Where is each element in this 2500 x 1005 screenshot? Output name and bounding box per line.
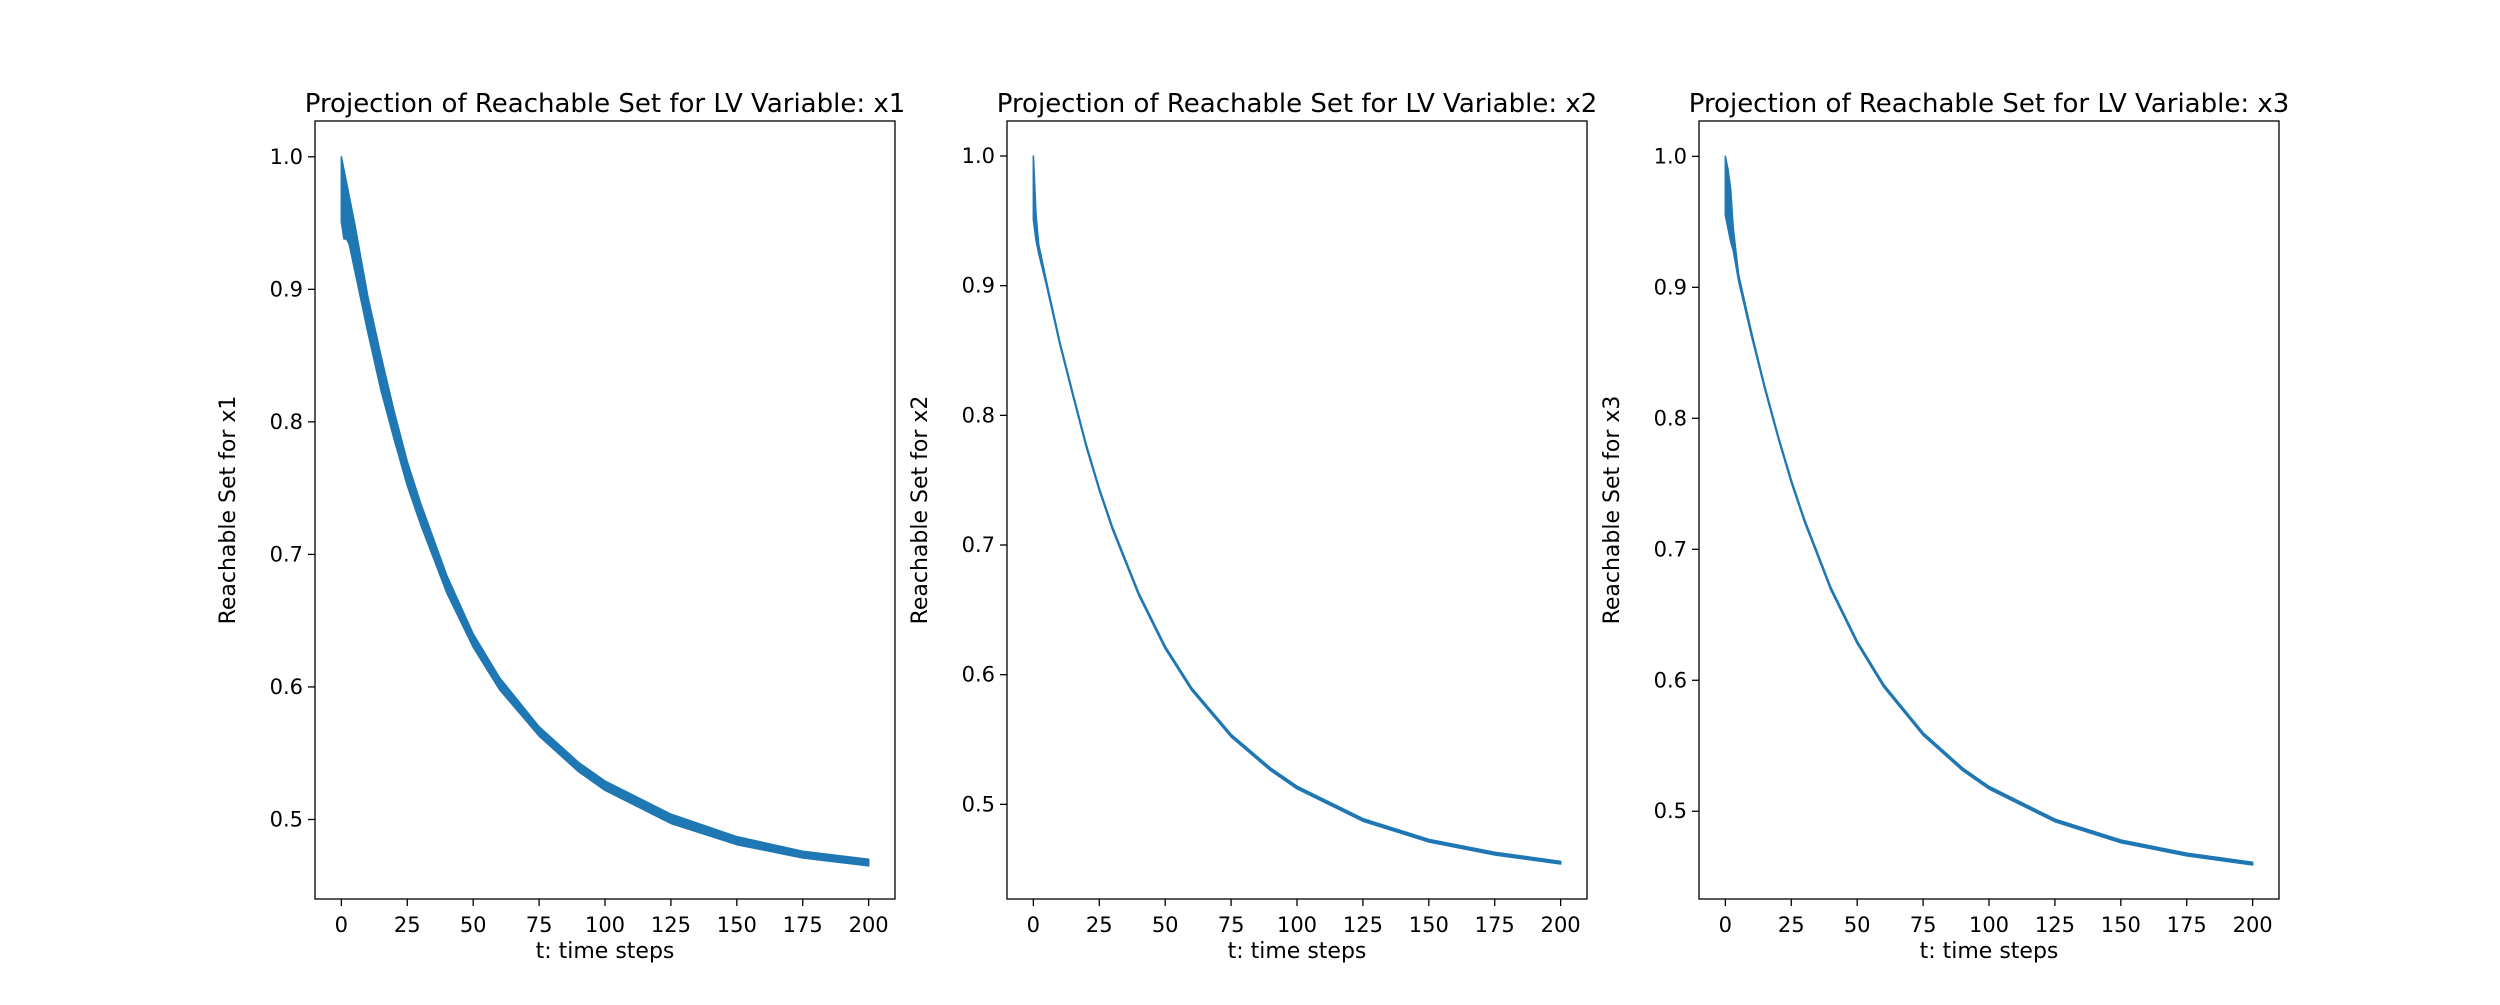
y-tick-label: 0.5 xyxy=(962,792,995,816)
x-tick-label: 0 xyxy=(1719,913,1732,937)
y-tick-label: 0.8 xyxy=(962,403,995,427)
subplot-x1: 0 25 50 75 100 125 150 175 200 0.5 0.6 0.7 0.8 0.9 1.0… xyxy=(216,89,905,964)
x-tick-label: 175 xyxy=(2167,913,2207,937)
axes-frame-x3 xyxy=(1698,120,2280,900)
y-tick-label: 0.5 xyxy=(1654,799,1687,823)
y-tick-label: 0.7 xyxy=(962,533,995,557)
y-axis-label-x2: Reachable Set for x2 xyxy=(908,396,933,625)
x-tick-label: 100 xyxy=(1969,913,2009,937)
x-tick-label: 50 xyxy=(1844,913,1871,937)
x-tick-label: 200 xyxy=(2233,913,2273,937)
x-tick-label: 50 xyxy=(460,913,487,937)
y-tick-label: 1.0 xyxy=(962,144,995,168)
x-tick-label: 175 xyxy=(1475,913,1515,937)
x-axis-label-x2: t: time steps xyxy=(1228,939,1367,964)
x-tick-label: 100 xyxy=(1277,913,1317,937)
x-tick-label: 75 xyxy=(1218,913,1245,937)
chart-title-x1: Projection of Reachable Set for LV Varia… xyxy=(305,89,906,119)
y-tick-label: 0.6 xyxy=(270,675,303,699)
x-tick-label: 0 xyxy=(335,913,348,937)
x-tick-label: 50 xyxy=(1152,913,1179,937)
x-tick-label: 75 xyxy=(526,913,553,937)
y-tick-label: 0.9 xyxy=(962,274,995,298)
x-tick-label: 25 xyxy=(1086,913,1113,937)
y-tick-label: 0.5 xyxy=(270,807,303,831)
chart-title-x3: Projection of Reachable Set for LV Varia… xyxy=(1689,89,2290,119)
y-tick-label: 0.8 xyxy=(1654,406,1687,430)
y-tick-label: 0.7 xyxy=(270,542,303,566)
x-tick-label: 150 xyxy=(717,913,757,937)
chart-title-x2: Projection of Reachable Set for LV Varia… xyxy=(997,89,1598,119)
x-axis-label-x3: t: time steps xyxy=(1920,939,2059,964)
subplot-x3: 0 25 50 75 100 125 150 175 200 0.5 0.6 0.7 0.8 0.9 1.0… xyxy=(1600,89,2289,964)
y-tick-label: 0.9 xyxy=(1654,275,1687,299)
reachable-set-band-x1 xyxy=(340,155,870,867)
y-axis-label-x1: Reachable Set for x1 xyxy=(216,396,241,625)
y-tick-label: 0.9 xyxy=(270,277,303,301)
reachable-set-band-x3 xyxy=(1724,155,2254,866)
x-tick-label: 25 xyxy=(394,913,421,937)
x-tick-label: 125 xyxy=(1343,913,1383,937)
x-tick-label: 0 xyxy=(1027,913,1040,937)
reachable-set-band-x2 xyxy=(1032,155,1562,865)
y-tick-label: 1.0 xyxy=(1654,144,1687,168)
x-tick-label: 150 xyxy=(1409,913,1449,937)
x-tick-label: 200 xyxy=(849,913,889,937)
y-tick-label: 0.7 xyxy=(1654,537,1687,561)
y-tick-label: 0.6 xyxy=(962,663,995,687)
y-tick-label: 0.6 xyxy=(1654,668,1687,692)
x-tick-label: 125 xyxy=(2035,913,2075,937)
x-tick-label: 200 xyxy=(1541,913,1581,937)
x-tick-label: 150 xyxy=(2101,913,2141,937)
y-tick-label: 1.0 xyxy=(270,145,303,169)
x-tick-label: 125 xyxy=(651,913,691,937)
y-tick-label: 0.8 xyxy=(270,410,303,434)
x-tick-label: 25 xyxy=(1778,913,1805,937)
axes-frame-x2 xyxy=(1006,120,1588,900)
x-tick-label: 100 xyxy=(585,913,625,937)
x-tick-label: 175 xyxy=(783,913,823,937)
subplot-x2: 0 25 50 75 100 125 150 175 200 0.5 0.6 0.7 0.8 0.9 1.0… xyxy=(908,89,1597,964)
x-tick-label: 75 xyxy=(1910,913,1937,937)
y-axis-label-x3: Reachable Set for x3 xyxy=(1600,396,1625,625)
x-axis-label-x1: t: time steps xyxy=(536,939,675,964)
